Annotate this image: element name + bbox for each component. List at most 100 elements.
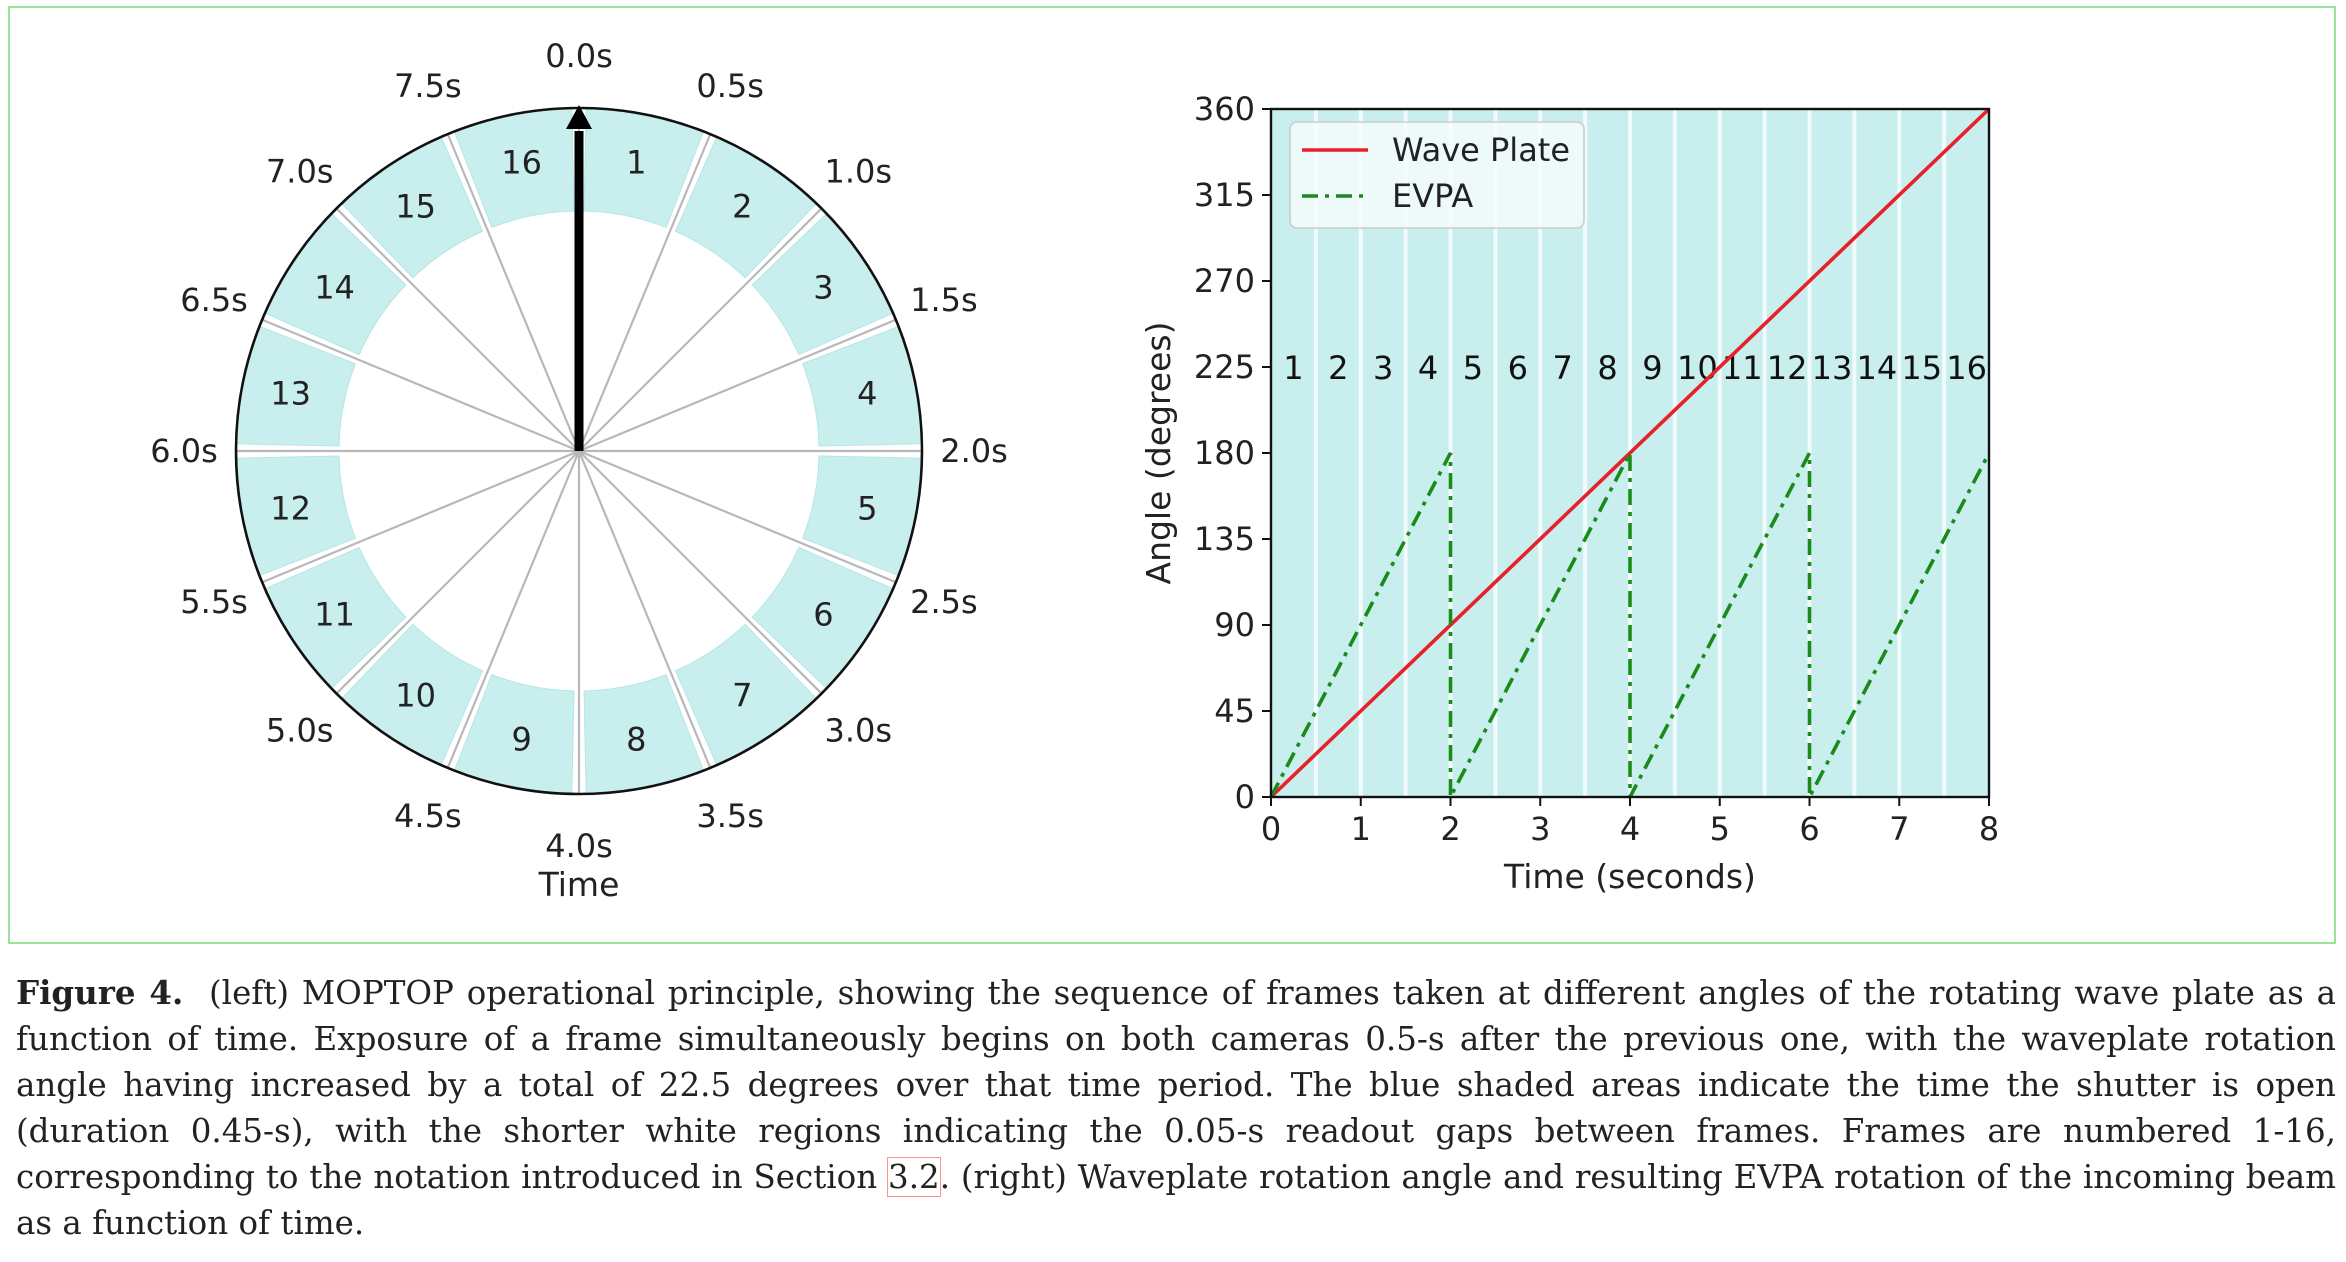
frame-number-label: 6 (813, 595, 833, 633)
time-tick-label: 2.0s (940, 432, 1008, 470)
readout-gap (1807, 109, 1812, 797)
frame-number-label: 15 (395, 188, 436, 226)
readout-gap (1493, 109, 1498, 797)
clock-spoke (578, 449, 897, 584)
frame-number-label: 11 (1722, 349, 1763, 387)
frame-number-label: 15 (1901, 349, 1942, 387)
y-tick-label: 315 (1194, 176, 1255, 214)
caption-text-end: . (right) Waveplate rotation angle and r… (16, 1158, 2336, 1242)
frame-number-label: 5 (857, 489, 877, 527)
frame-number-label: 7 (732, 676, 752, 714)
frame-number-label: 14 (1856, 349, 1897, 387)
clock-spoke (446, 133, 581, 452)
time-tick-label: 0.0s (545, 37, 613, 75)
frame-number-label: 13 (270, 375, 311, 413)
frame-number-label: 1 (1283, 349, 1303, 387)
time-tick-label: 3.0s (825, 711, 893, 749)
time-tick-label: 6.0s (150, 432, 218, 470)
frame-number-label: 2 (732, 188, 752, 226)
frame-number-label: 7 (1553, 349, 1573, 387)
clock-axis-label: Time (538, 865, 620, 904)
x-tick-label: 5 (1710, 810, 1730, 848)
readout-gap (1942, 109, 1947, 797)
clock-diagram: 123456789101112131415160.0s0.5s1.0s1.5s2… (150, 37, 1008, 904)
frame-number-label: 13 (1812, 349, 1853, 387)
clock-spoke (578, 207, 823, 452)
legend-label: EVPA (1392, 177, 1473, 215)
x-tick-label: 0 (1261, 810, 1281, 848)
figure-canvas: 123456789101112131415160.0s0.5s1.0s1.5s2… (150, 37, 1999, 904)
time-tick-label: 5.5s (180, 583, 248, 621)
readout-gap (1717, 109, 1722, 797)
y-tick-label: 270 (1194, 262, 1255, 300)
wave-plate-line (1269, 107, 1991, 799)
evpa-line (1269, 452, 1991, 798)
frame-number-label: 9 (511, 720, 531, 758)
clock-hand-arrowhead (566, 105, 592, 129)
time-tick-label: 4.5s (394, 797, 462, 835)
frame-number-label: 16 (501, 144, 542, 182)
time-tick-label: 1.5s (910, 281, 978, 319)
y-tick-label: 180 (1194, 434, 1255, 472)
readout-gap (1358, 109, 1363, 797)
y-tick-label: 135 (1194, 520, 1255, 558)
caption-text: (left) MOPTOP operational principle, sho… (16, 974, 2336, 1196)
frame-number-label: 3 (813, 269, 833, 307)
frame-number-label: 2 (1328, 349, 1348, 387)
time-tick-label: 1.0s (825, 153, 893, 191)
readout-gap (1583, 109, 1588, 797)
caption-label: Figure 4. (16, 973, 184, 1012)
figure-caption: Figure 4. (left) MOPTOP operational prin… (16, 970, 2336, 1246)
clock-spoke (261, 449, 580, 584)
frame-number-label: 9 (1642, 349, 1662, 387)
y-tick-label: 90 (1214, 606, 1255, 644)
legend-label: Wave Plate (1392, 131, 1570, 169)
frame-number-label: 14 (314, 269, 355, 307)
frame-number-label: 10 (1677, 349, 1718, 387)
section-reference-link[interactable]: 3.2 (887, 1157, 941, 1197)
frame-number-label: 16 (1946, 349, 1987, 387)
y-tick-label: 225 (1194, 348, 1255, 386)
time-tick-label: 6.5s (180, 281, 248, 319)
readout-gap (1897, 109, 1902, 797)
readout-gap (1672, 109, 1677, 797)
x-tick-label: 7 (1889, 810, 1909, 848)
frame-number-label: 6 (1508, 349, 1528, 387)
readout-gap (1403, 109, 1408, 797)
readout-gap (1852, 109, 1857, 797)
frame-number-label: 12 (1767, 349, 1808, 387)
frame-number-label: 11 (314, 595, 355, 633)
x-axis-label: Time (seconds) (1503, 857, 1756, 896)
frame-number-label: 5 (1463, 349, 1483, 387)
y-tick-label: 45 (1214, 692, 1255, 730)
time-tick-label: 0.5s (696, 67, 764, 105)
clock-spoke (261, 318, 580, 453)
time-tick-label: 4.0s (545, 827, 613, 865)
clock-spoke (335, 450, 580, 695)
frame-number-label: 4 (1418, 349, 1438, 387)
frame-number-label: 1 (626, 144, 646, 182)
readout-gap (1313, 109, 1318, 797)
time-tick-label: 3.5s (696, 797, 764, 835)
clock-spoke (578, 318, 897, 453)
readout-gap (1762, 109, 1767, 797)
frame-number-label: 8 (626, 720, 646, 758)
y-tick-label: 0 (1235, 778, 1255, 816)
readout-gap (1538, 109, 1543, 797)
frame-number-label: 4 (857, 375, 877, 413)
clock-spoke (335, 207, 580, 452)
x-tick-label: 1 (1351, 810, 1371, 848)
angle-time-chart: 1 2 3 4 5 6 7 8 9 10 11 12 13 14 15 160 1 2 3 4 5 6 7 804590135… (1139, 90, 1999, 896)
frame-number-label: 8 (1597, 349, 1617, 387)
y-axis-label: Angle (degrees) (1139, 322, 1178, 585)
x-tick-label: 2 (1440, 810, 1460, 848)
time-tick-label: 2.5s (910, 583, 978, 621)
clock-spoke (446, 450, 581, 769)
frame-number-label: 12 (270, 489, 311, 527)
clock-spoke (577, 450, 712, 769)
chart-legend: Wave Plate EVPA (1289, 121, 1585, 229)
y-tick-label: 360 (1194, 90, 1255, 128)
time-tick-label: 7.0s (266, 153, 334, 191)
time-tick-label: 7.5s (394, 67, 462, 105)
frame-number-label: 3 (1373, 349, 1393, 387)
